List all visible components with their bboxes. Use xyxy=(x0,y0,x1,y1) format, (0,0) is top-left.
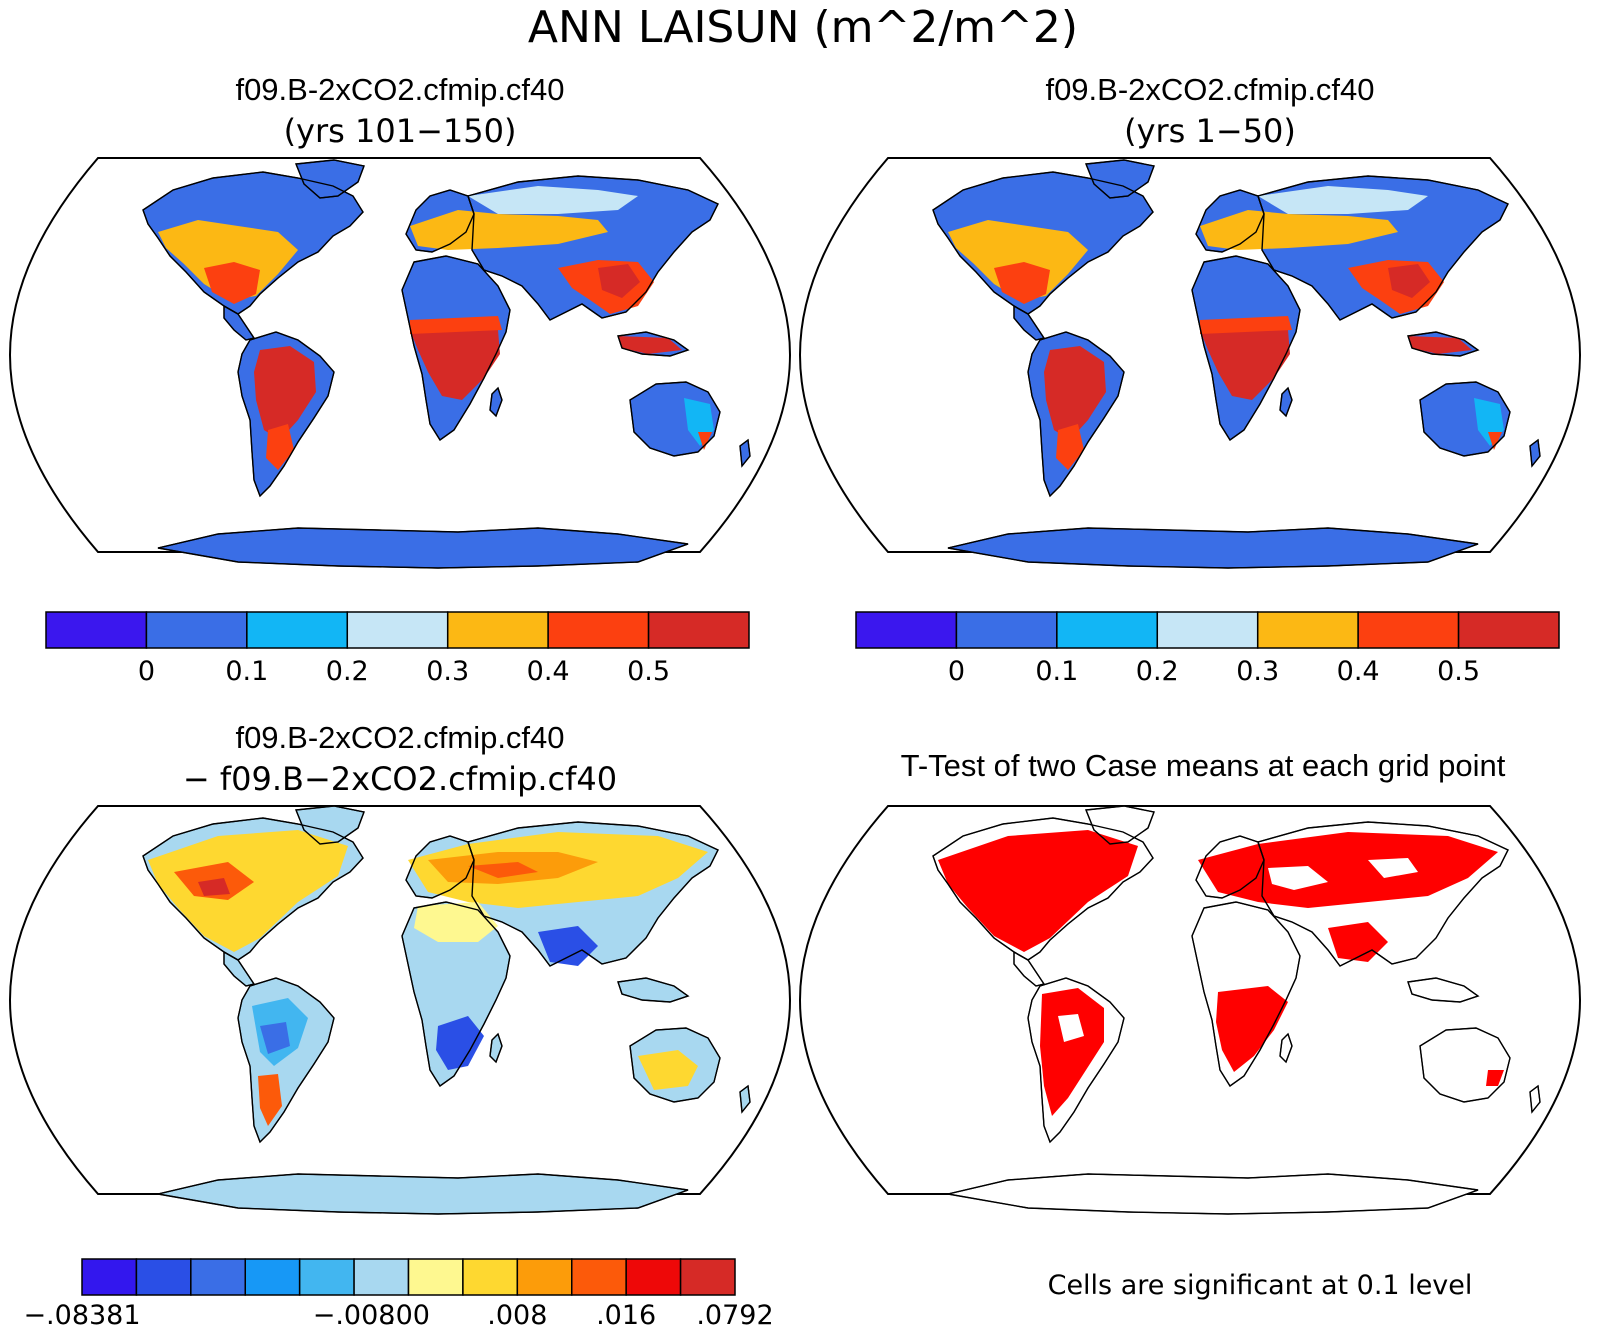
colorbar-swatch xyxy=(244,1258,301,1296)
colorbar-case2: 0 0.1 0.2 0.3 0.4 0.5 xyxy=(855,611,1560,687)
colorbar-swatch xyxy=(246,611,349,649)
figure-title: ANN LAISUN (m^2/m^2) xyxy=(527,2,1079,53)
colorbar-tick-label: −.08381 xyxy=(23,1300,140,1327)
colorbar-swatch xyxy=(190,1258,246,1296)
colorbar-swatch xyxy=(1156,611,1259,649)
colorbar-swatch xyxy=(516,1258,573,1296)
colorbar-swatch xyxy=(647,611,750,649)
panel-case1-title: f09.B-2xCO2.cfmip.cf40 xyxy=(235,72,565,107)
colorbar-case1: 0 0.1 0.2 0.3 0.4 0.5 xyxy=(45,611,750,687)
significance-note: Cells are significant at 0.1 level xyxy=(1047,1270,1473,1301)
colorbar-tick-label: 0 xyxy=(138,656,155,687)
colorbar-tick-label: 0.3 xyxy=(426,656,469,687)
colorbar-swatch xyxy=(1357,611,1460,649)
colorbar-tick-label: 0.1 xyxy=(225,656,268,687)
colorbar-tick-label: 0.5 xyxy=(627,656,670,687)
colorbar-tick-label: .0792 xyxy=(696,1300,773,1327)
colorbar-swatch xyxy=(955,611,1058,649)
colorbar-tick-label: .016 xyxy=(596,1300,656,1327)
panel-diff-subtitle: − f09.B−2xCO2.cfmip.cf40 xyxy=(182,760,618,798)
map-difference xyxy=(8,805,792,1215)
panel-diff-title: f09.B-2xCO2.cfmip.cf40 xyxy=(235,720,565,755)
colorbar-swatch xyxy=(1056,611,1159,649)
colorbar-tick-label: 0 xyxy=(948,656,965,687)
colorbar-tick-label: 0.2 xyxy=(1136,656,1179,687)
colorbar-tick-label: 0.4 xyxy=(527,656,570,687)
map-case1 xyxy=(8,157,792,569)
colorbar-tick-label: −.008 xyxy=(313,1300,396,1327)
colorbar-swatch xyxy=(446,611,549,649)
panel-ttest-title: T-Test of two Case means at each grid po… xyxy=(900,748,1506,783)
panel-case2-subtitle: (yrs 1−50) xyxy=(1124,112,1296,150)
panel-case1-subtitle: (yrs 101−150) xyxy=(283,112,517,150)
colorbar-swatch xyxy=(855,611,958,649)
colorbar-swatch xyxy=(81,1258,138,1296)
colorbar-swatch xyxy=(462,1258,519,1296)
colorbar-tick-label: 0.5 xyxy=(1437,656,1480,687)
colorbar-swatch xyxy=(346,611,449,649)
map-ttest xyxy=(798,805,1582,1215)
colorbar-tick-label: 0.3 xyxy=(1236,656,1279,687)
colorbar-swatch xyxy=(353,1258,410,1296)
colorbar-swatch xyxy=(571,1258,627,1296)
colorbar-swatch xyxy=(298,1258,355,1296)
colorbar-tick-label: 0.4 xyxy=(1337,656,1380,687)
colorbar-tick-label: .00 xyxy=(387,1300,430,1327)
colorbar-swatch xyxy=(547,611,650,649)
colorbar-swatch xyxy=(407,1258,464,1296)
colorbar-tick-label: .008 xyxy=(487,1300,547,1327)
colorbar-swatch xyxy=(1256,611,1359,649)
colorbar-swatch xyxy=(679,1258,736,1296)
colorbar-difference: −.08381 −.008.00 .008 .016 .0792 xyxy=(23,1258,774,1327)
colorbar-swatch xyxy=(135,1258,192,1296)
colorbar-swatch xyxy=(625,1258,682,1296)
colorbar-swatch xyxy=(1457,611,1560,649)
colorbar-swatch xyxy=(145,611,248,649)
map-case2 xyxy=(798,157,1582,569)
colorbar-tick-label: 0.1 xyxy=(1035,656,1078,687)
panel-case2-title: f09.B-2xCO2.cfmip.cf40 xyxy=(1045,72,1375,107)
colorbar-tick-label: 0.2 xyxy=(326,656,369,687)
colorbar-swatch xyxy=(45,611,148,649)
